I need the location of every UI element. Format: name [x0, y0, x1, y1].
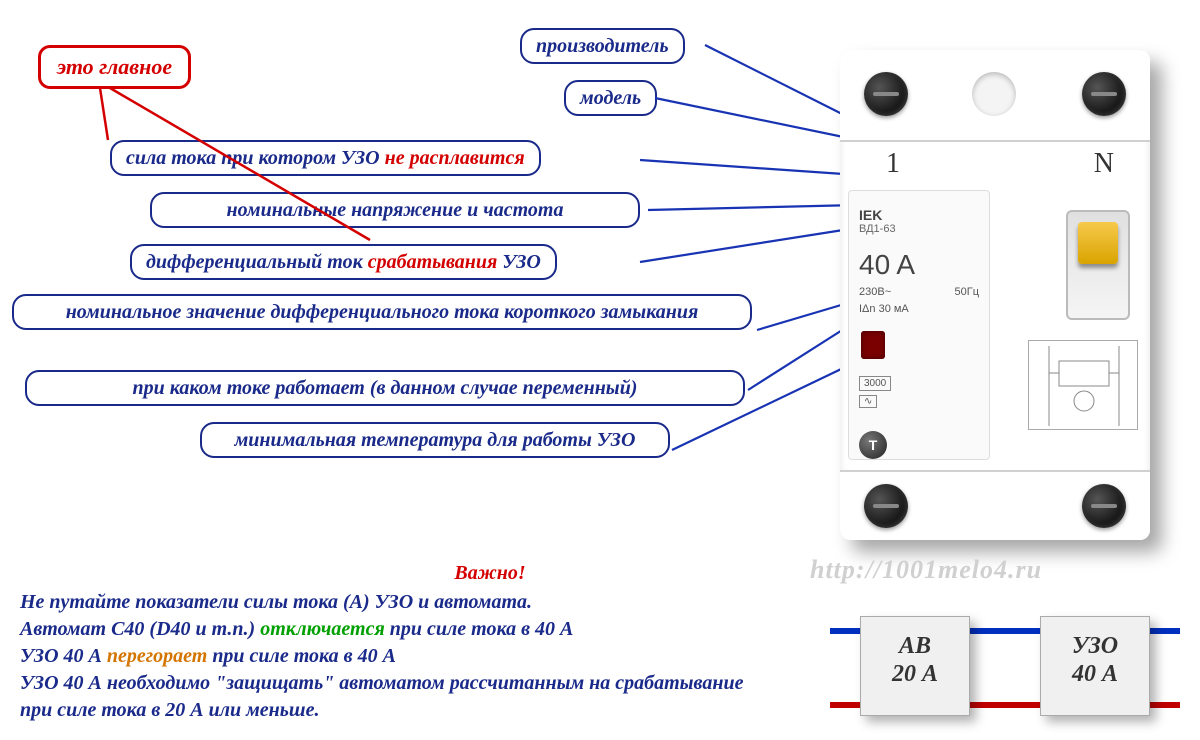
rcd-device: 1 N IEK ВД1-63 40 A 230В~ 50Гц IΔn 30 мА…: [840, 50, 1150, 540]
module-ab-val: 20 A: [892, 661, 938, 687]
notes-l2c: при силе тока в 40 А: [385, 618, 574, 640]
notes-l1: Не путайте показатели силы тока (А) УЗО …: [20, 591, 532, 613]
device-short: 3000: [859, 376, 891, 391]
notes-l3a: УЗО 40 А: [20, 645, 107, 667]
module-uzo: УЗО 40 A: [1040, 616, 1150, 716]
device-brand: IEK: [859, 207, 882, 223]
notes-l4: УЗО 40 А необходимо "защищать" автоматом…: [20, 672, 743, 721]
terminal-screw-bottom-1: [864, 484, 908, 528]
text: УЗО: [497, 251, 541, 273]
module-uzo-val: 40 A: [1072, 661, 1118, 687]
terminal-label-1: 1: [886, 148, 900, 180]
device-wave: ∿: [859, 395, 877, 408]
module-uzo-label: УЗО: [1072, 633, 1118, 659]
notes-l2b: отключается: [260, 618, 385, 640]
callout-model: модель: [564, 80, 657, 116]
watermark: http://1001melo4.ru: [810, 555, 1042, 585]
notes-l3c: при силе тока в 40 А: [207, 645, 396, 667]
terminal-label-n: N: [1094, 148, 1114, 180]
callout-current-nomelt: сила тока при котором УЗО не расплавится: [110, 140, 541, 176]
device-idn: IΔn 30 мА: [859, 303, 909, 315]
device-schematic: [1028, 340, 1138, 430]
device-top: [840, 50, 1150, 142]
device-voltage: 230В~: [859, 286, 891, 298]
terminal-screw-n: [1082, 72, 1126, 116]
text-em: срабатывания: [368, 251, 498, 273]
device-test-button: T: [859, 431, 887, 459]
callout-manufacturer: производитель: [520, 28, 685, 64]
text-em: не расплавится: [385, 147, 525, 169]
pairing-diagram: АВ 20 A УЗО 40 A: [830, 620, 1180, 720]
notes-l3b: перегорает: [107, 645, 207, 667]
device-amps: 40 A: [859, 249, 915, 281]
device-switch: [1066, 210, 1130, 320]
module-ab-label: АВ: [899, 633, 931, 659]
callout-ac-type: при каком токе работает (в данном случае…: [25, 370, 745, 406]
text: дифференциальный ток: [146, 251, 368, 273]
text: сила тока при котором УЗО: [126, 147, 385, 169]
center-bump: [972, 72, 1016, 116]
device-face: IEK ВД1-63 40 A 230В~ 50Гц IΔn 30 мА 300…: [848, 190, 990, 460]
device-freq: 50Гц: [955, 286, 980, 298]
notes-block: Важно! Не путайте показатели силы тока (…: [20, 560, 780, 724]
terminal-screw-bottom-n: [1082, 484, 1126, 528]
device-bottom: [840, 470, 1150, 540]
device-model: ВД1-63: [859, 223, 896, 235]
module-ab: АВ 20 A: [860, 616, 970, 716]
device-led: [861, 331, 885, 359]
notes-l2a: Автомат С40 (D40 и т.п.): [20, 618, 260, 640]
notes-title: Важно!: [200, 560, 780, 587]
callout-diff-short: номинальное значение дифференциального т…: [12, 294, 752, 330]
callout-min-temp: минимальная температура для работы УЗО: [200, 422, 670, 458]
callout-voltage-freq: номинальные напряжение и частота: [150, 192, 640, 228]
main-highlight-box: это главное: [38, 45, 191, 89]
callout-diff-trip: дифференциальный ток срабатывания УЗО: [130, 244, 557, 280]
terminal-screw-1: [864, 72, 908, 116]
